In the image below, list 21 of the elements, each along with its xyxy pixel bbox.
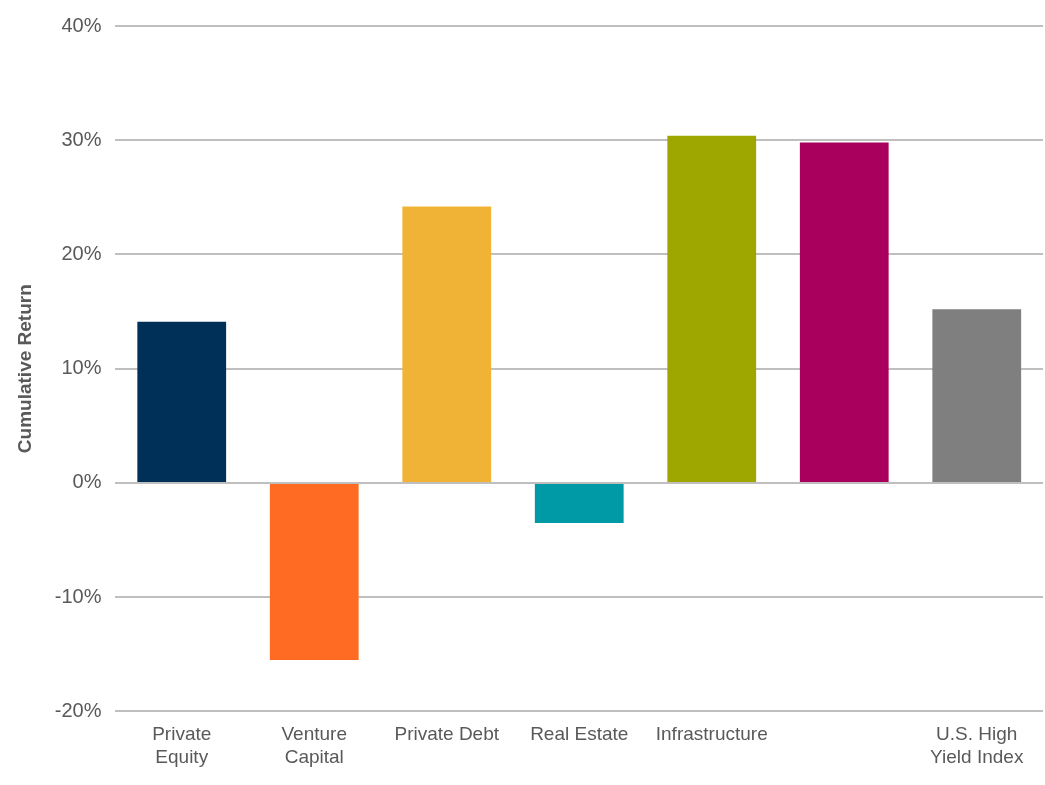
x-tick-label: Real Estate	[530, 723, 629, 745]
x-tick-label: Private Debt	[394, 723, 500, 745]
y-tick-label: -20%	[54, 698, 102, 721]
y-tick-label: 0%	[72, 470, 102, 493]
x-tick-label: Infrastructure	[655, 723, 768, 745]
bar	[667, 135, 757, 482]
y-axis-title: Cumulative Return	[13, 284, 35, 454]
bar	[402, 206, 492, 482]
y-tick-label: 40%	[61, 13, 102, 36]
bar	[269, 483, 359, 660]
x-tick-label: Private Equity	[152, 723, 212, 767]
bar	[932, 309, 1022, 482]
y-tick-label: 10%	[61, 356, 102, 379]
y-tick-label: -10%	[54, 584, 102, 607]
y-tick-label: 30%	[61, 127, 102, 150]
bar	[534, 483, 624, 523]
bar	[799, 142, 889, 482]
x-tick-label: Venture Capital	[281, 723, 347, 767]
bar	[137, 321, 227, 482]
y-tick-label: 20%	[61, 241, 102, 264]
x-tick-label: U.S. High Yield Index	[930, 723, 1024, 767]
